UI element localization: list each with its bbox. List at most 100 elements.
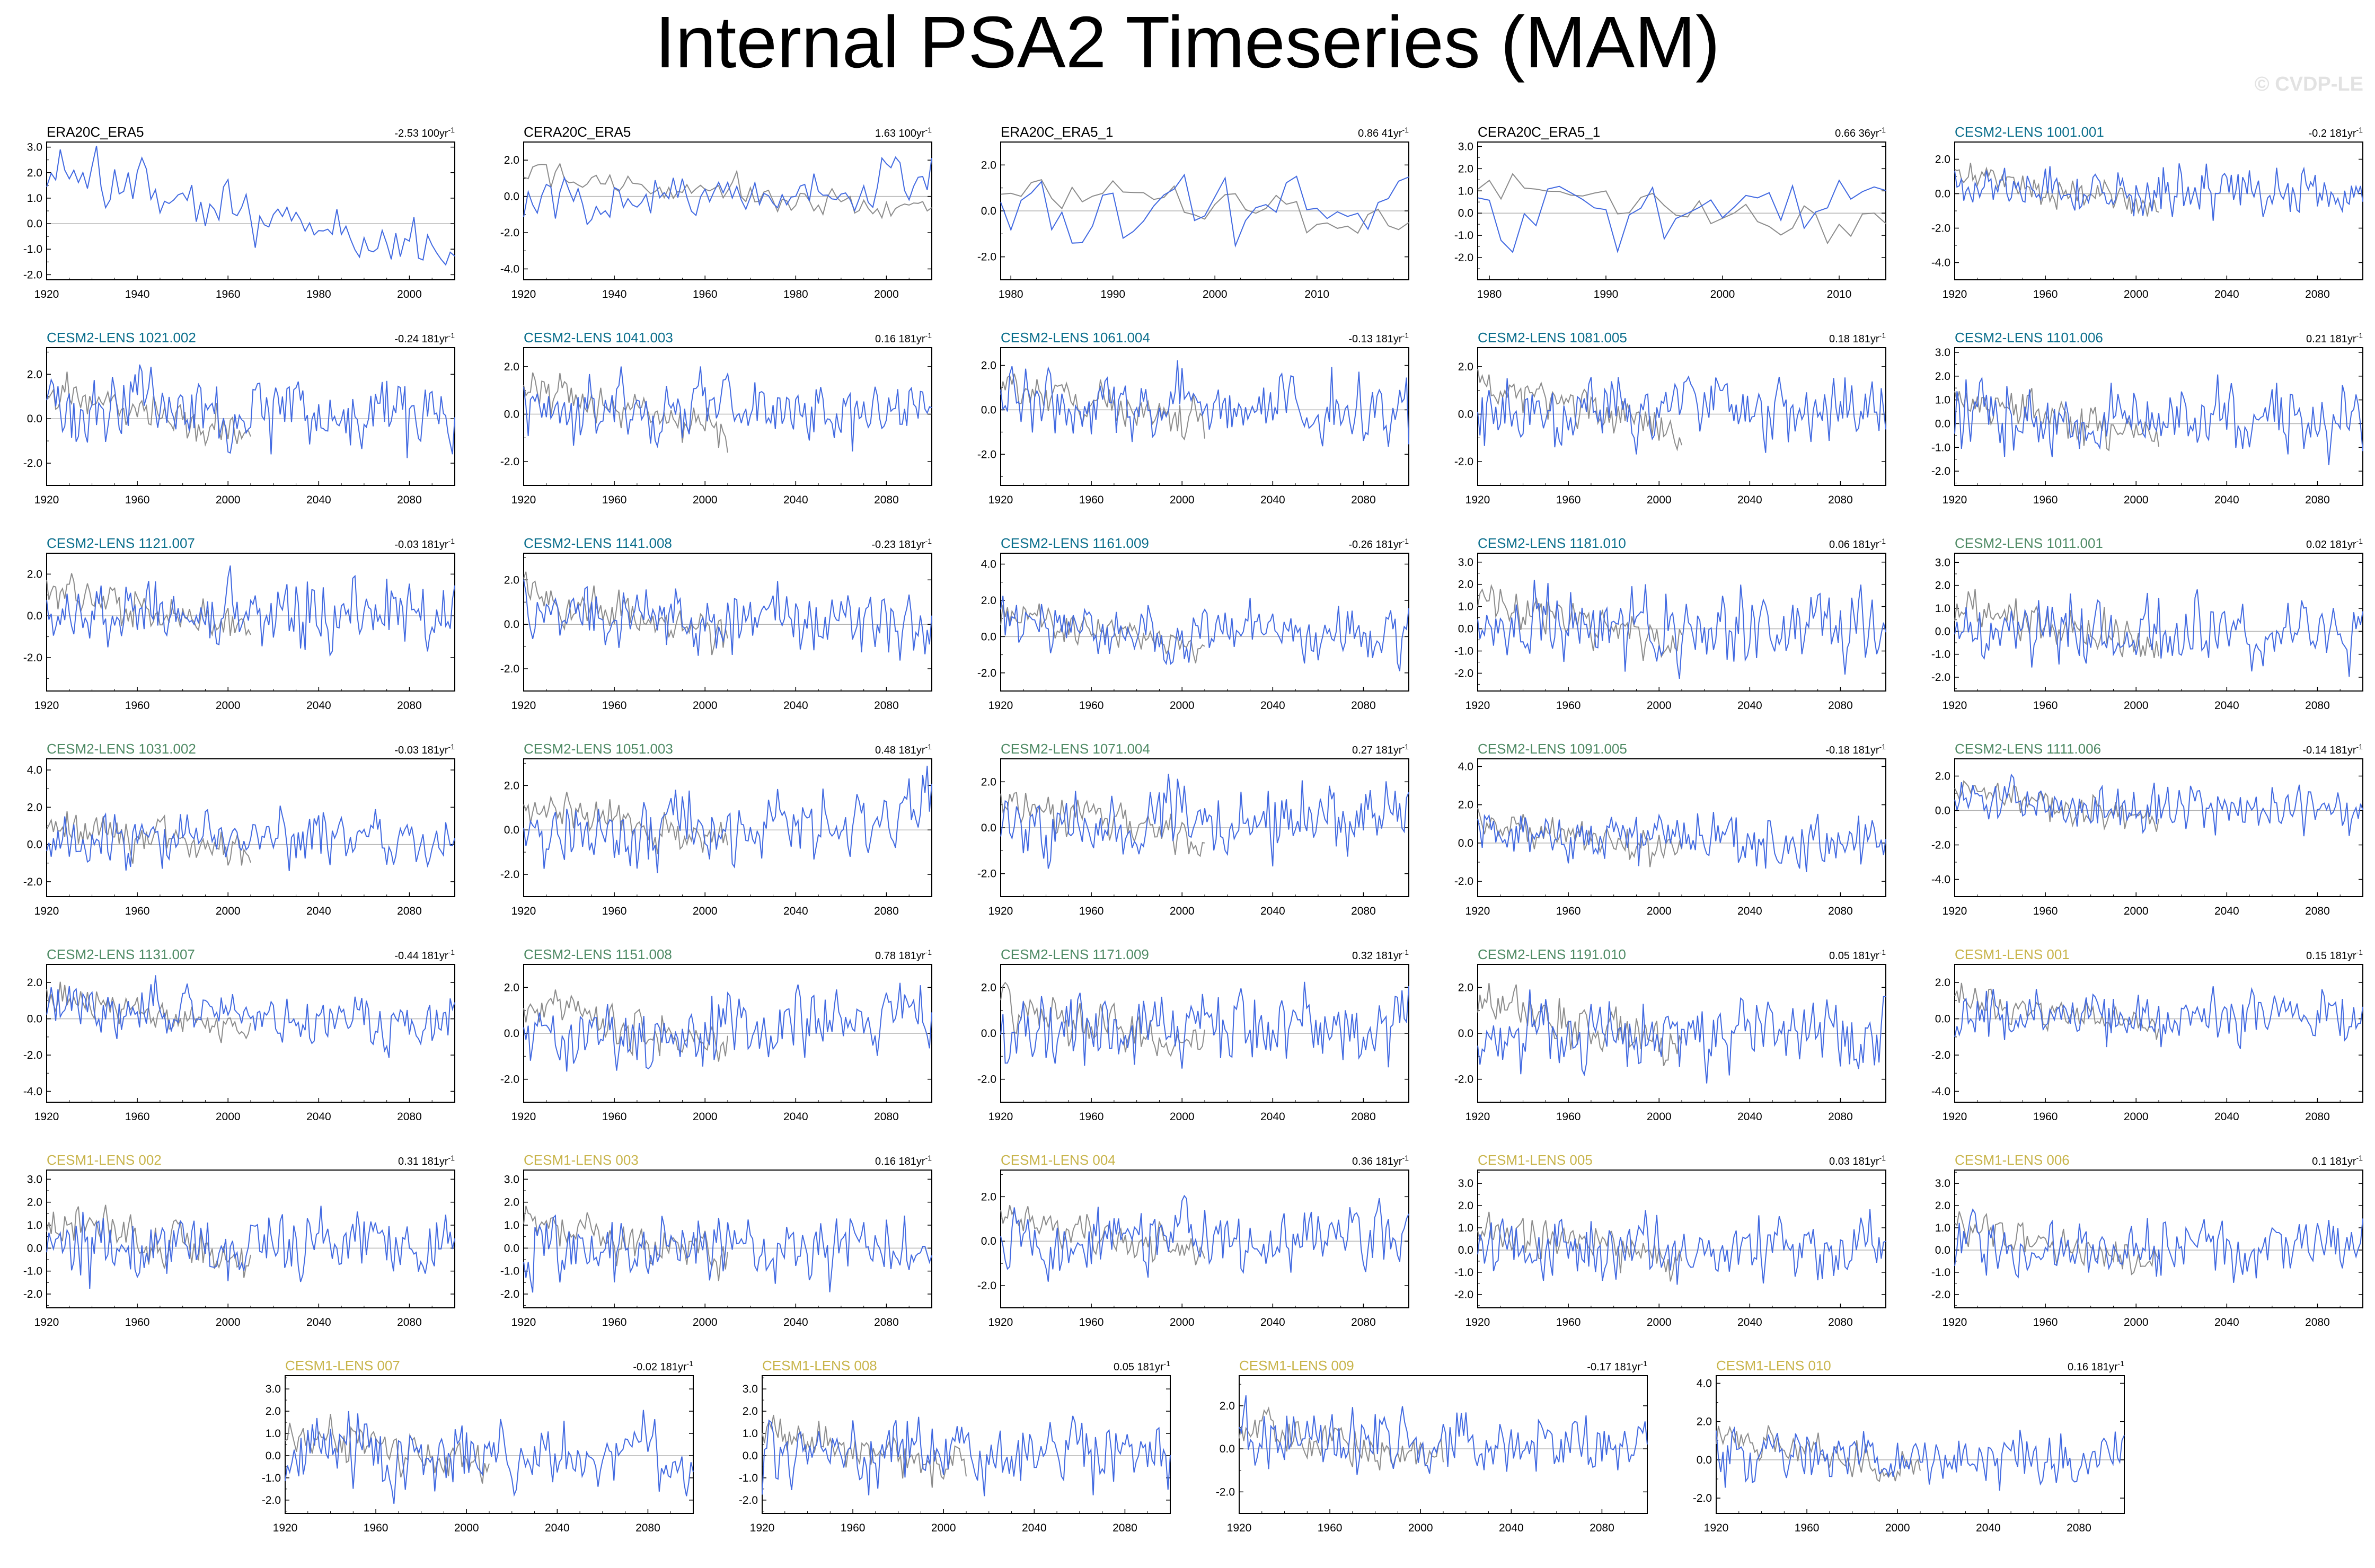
x-tick-label: 1920 <box>1943 1316 1967 1328</box>
panel-title: CESM2-LENS 1031.002 <box>47 741 196 757</box>
observation-line <box>762 1414 967 1488</box>
x-tick-label: 2080 <box>397 699 422 712</box>
x-tick-label: 1960 <box>2033 1111 2058 1123</box>
plot-frame <box>1954 964 2363 1103</box>
observation-line <box>1954 163 2159 217</box>
x-tick-label: 2040 <box>783 905 808 917</box>
panel-title: CESM2-LENS 1121.007 <box>47 535 195 551</box>
y-tick-label: 2.0 <box>1458 361 1473 373</box>
observation-line <box>1716 1425 1921 1483</box>
y-tick-label: 2.0 <box>504 574 519 586</box>
y-tick-label: 2.0 <box>1458 579 1473 591</box>
y-tick-label: 0.0 <box>1935 1244 1950 1256</box>
y-tick-label: 2.0 <box>27 801 42 813</box>
x-tick-label: 1920 <box>988 1111 1013 1123</box>
y-tick-label: 3.0 <box>1458 1177 1473 1190</box>
y-tick-label: -2.0 <box>1454 252 1473 264</box>
trend-label: 0.03 181yr-1 <box>1829 1154 1886 1167</box>
y-tick-label: -2.0 <box>977 1074 996 1086</box>
plot-frame <box>523 347 932 486</box>
x-tick-label: 2040 <box>1260 494 1285 506</box>
x-tick-label: 2040 <box>783 494 808 506</box>
simulation-line <box>1000 173 1409 248</box>
panel-33: CESM1-LENS 009 -0.17 181yr-1 2.0 0.0 -2.0 192… <box>1216 1358 1648 1534</box>
x-tick-label: 1920 <box>1465 1316 1490 1328</box>
simulation-line <box>46 975 455 1058</box>
x-tick-label: 2000 <box>693 1316 718 1328</box>
simulation-line <box>762 1415 1171 1496</box>
x-tick-label: 2040 <box>783 1111 808 1123</box>
y-tick-label: -1.0 <box>1454 1266 1473 1279</box>
y-tick-label: 2.0 <box>504 1197 519 1209</box>
x-tick-label: 2080 <box>397 1111 422 1123</box>
trend-label: 0.78 181yr-1 <box>875 948 932 962</box>
panel-22: CESM2-LENS 1151.008 0.78 181yr-1 2.0 0.0 -2.… <box>500 946 932 1123</box>
x-tick-label: 1960 <box>841 1522 866 1534</box>
panel-title: CESM2-LENS 1041.003 <box>524 330 673 346</box>
panel-14: CESM2-LENS 1181.010 0.06 181yr-1 3.0 2.0 1.0… <box>1454 535 1886 712</box>
x-tick-label: 1960 <box>2033 699 2058 712</box>
x-tick-label: 2040 <box>1976 1522 2001 1534</box>
x-tick-label: 1920 <box>1465 1111 1490 1123</box>
x-tick-label: 1920 <box>34 288 59 300</box>
y-tick-label: 3.0 <box>1935 1177 1950 1190</box>
y-tick-label: 2.0 <box>981 360 996 372</box>
simulation-line <box>523 765 932 873</box>
x-tick-label: 1920 <box>273 1522 298 1534</box>
panel-title: CESM2-LENS 1141.008 <box>524 535 672 551</box>
y-tick-label: 1.0 <box>743 1428 758 1440</box>
x-tick-label: 2080 <box>397 905 422 917</box>
y-tick-label: 1.0 <box>1935 394 1950 406</box>
observation-line <box>1239 1406 1444 1470</box>
simulation-line <box>1239 1395 1648 1475</box>
x-tick-label: 2080 <box>2067 1522 2091 1534</box>
x-tick-label: 1920 <box>1465 905 1490 917</box>
y-tick-label: 2.0 <box>1935 770 1950 783</box>
x-tick-label: 2080 <box>874 1111 899 1123</box>
panel-30: CESM1-LENS 006 0.1 181yr-1 3.0 2.0 1.0 0.0 -1.… <box>1931 1152 2363 1328</box>
y-tick-label: -4.0 <box>1931 1085 1950 1097</box>
y-tick-label: -1.0 <box>23 243 42 255</box>
x-tick-label: 1960 <box>1318 1522 1343 1534</box>
y-tick-label: -2.0 <box>23 876 42 888</box>
x-tick-label: 2000 <box>1170 1316 1195 1328</box>
y-tick-label: 0.0 <box>27 218 42 230</box>
y-tick-label: 2.0 <box>27 1197 42 1209</box>
y-tick-label: 1.0 <box>1458 601 1473 613</box>
y-tick-label: -2.0 <box>977 448 996 460</box>
panel-title: CESM2-LENS 1061.004 <box>1001 330 1150 346</box>
trend-label: 0.18 181yr-1 <box>1829 331 1886 345</box>
panel-10: CESM2-LENS 1101.006 0.21 181yr-1 3.0 2.0 1.0… <box>1931 330 2363 506</box>
panel-28: CESM1-LENS 004 0.36 181yr-1 2.0 0.0 -2.0 1920… <box>977 1152 1409 1328</box>
y-tick-label: -4.0 <box>500 263 519 275</box>
x-tick-label: 2000 <box>1647 905 1672 917</box>
y-tick-label: -2.0 <box>1454 1289 1473 1301</box>
trend-label: -0.03 181yr-1 <box>394 742 455 756</box>
x-tick-label: 1960 <box>1079 494 1104 506</box>
simulation-line <box>1954 773 2363 837</box>
x-tick-label: 2040 <box>1260 1316 1285 1328</box>
x-tick-label: 2040 <box>1260 699 1285 712</box>
panel-title: ERA20C_ERA5_1 <box>1001 124 1113 140</box>
y-tick-label: 2.0 <box>1458 981 1473 994</box>
y-tick-label: 0.0 <box>27 1013 42 1025</box>
x-tick-label: 2040 <box>306 699 331 712</box>
panel-16: CESM2-LENS 1031.002 -0.03 181yr-1 4.0 2.0 0.… <box>23 741 455 917</box>
y-tick-label: 1.0 <box>1458 185 1473 197</box>
x-tick-label: 1920 <box>511 699 536 712</box>
panel-19: CESM2-LENS 1091.005 -0.18 181yr-1 4.0 2.0 0.… <box>1454 741 1886 917</box>
observation-line <box>1000 981 1205 1057</box>
y-tick-label: 2.0 <box>981 595 996 607</box>
x-tick-label: 2040 <box>1737 1316 1762 1328</box>
y-tick-label: 0.0 <box>1458 1027 1473 1040</box>
y-tick-label: 0.0 <box>504 191 519 203</box>
observation-line <box>1954 589 2159 658</box>
panel-34: CESM1-LENS 010 0.16 181yr-1 4.0 2.0 0.0 -2.0 1… <box>1693 1358 2125 1534</box>
y-tick-label: 0.0 <box>743 1450 758 1462</box>
y-tick-label: 4.0 <box>1697 1377 1712 1389</box>
panel-title: CESM2-LENS 1181.010 <box>1478 535 1626 551</box>
panel-title: CESM2-LENS 1021.002 <box>47 330 196 346</box>
panel-title: CESM2-LENS 1101.006 <box>1955 330 2103 346</box>
plot-frame <box>46 964 455 1103</box>
observation-line <box>1477 1211 1682 1282</box>
